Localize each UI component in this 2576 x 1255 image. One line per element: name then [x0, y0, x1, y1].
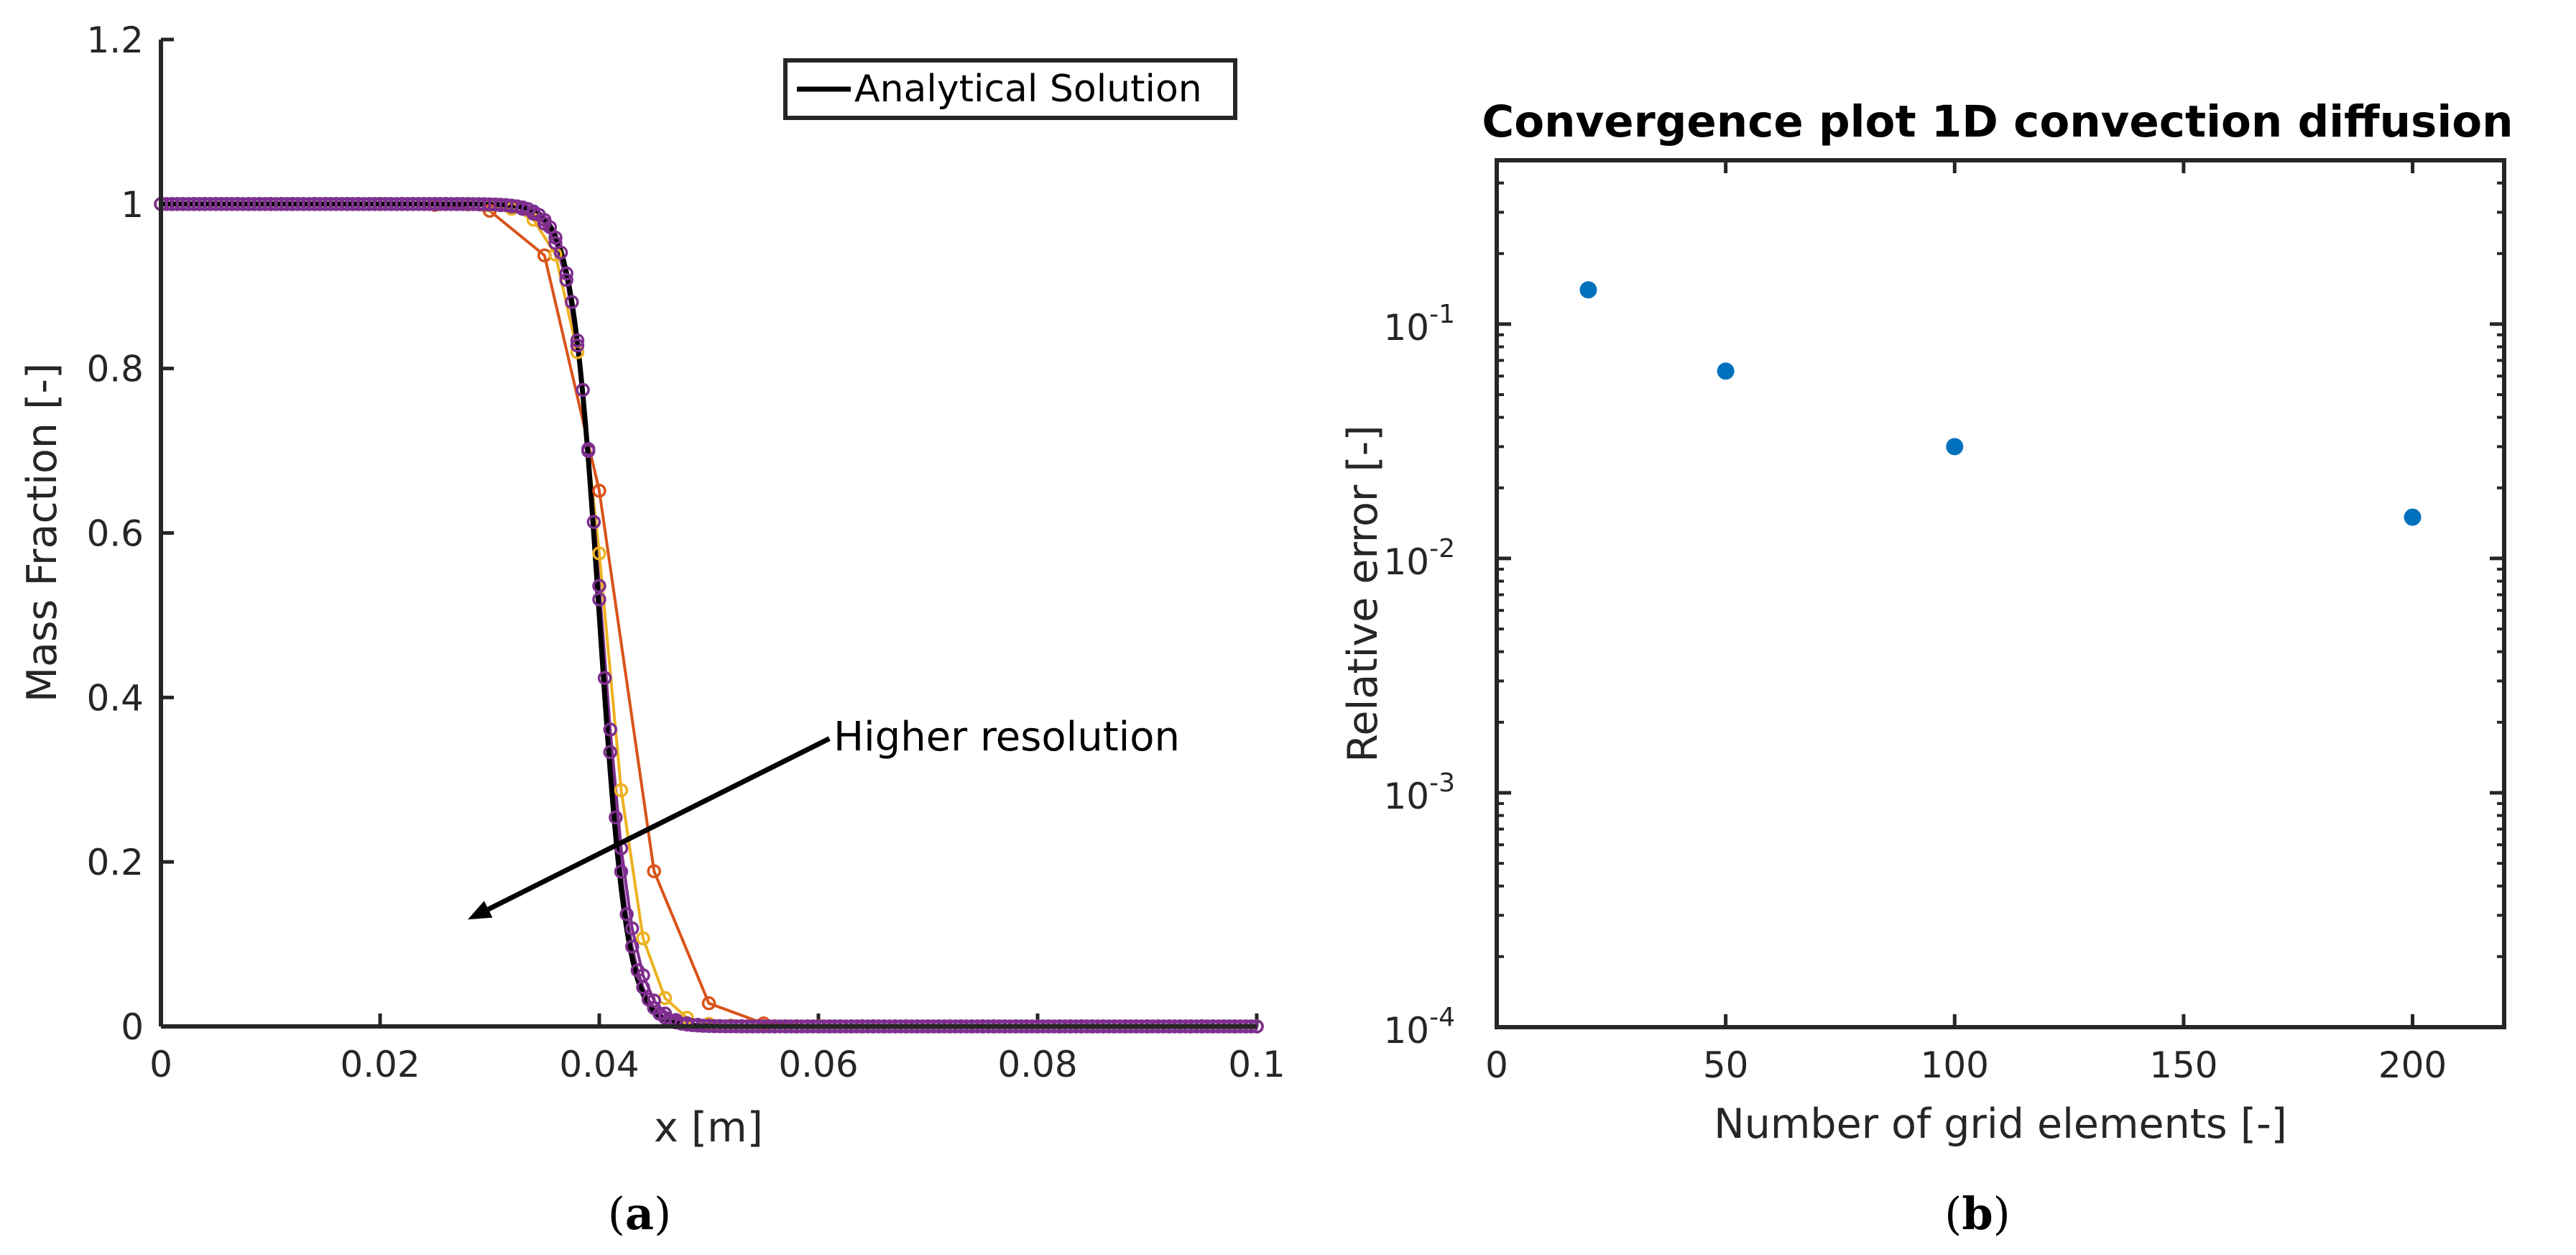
annotation-arrow-head	[468, 901, 493, 920]
panel-a-legend: Analytical Solution	[783, 58, 1237, 120]
panel-a-y-tick-label: 0.4	[86, 677, 144, 719]
series-point-200-elements	[586, 515, 601, 529]
series-point-100-elements	[559, 272, 573, 288]
panel-a-y-tick-label: 0.2	[86, 842, 144, 883]
series-point-100-elements	[647, 993, 661, 1008]
series-point-200-elements	[576, 382, 590, 397]
series-point-50-elements	[636, 931, 650, 946]
panel-a-mass-fraction-chart: 0 0.02 0.04 0.06 0.08 0.1 0 0.2 0.4 0.6 0.8 1 1.2 x …	[19, 19, 1285, 1240]
panel-b-y-tick-label: 10-1	[1383, 300, 1455, 349]
panel-b-letter: b	[1962, 1187, 1993, 1240]
panel-b-caption: (b)	[1944, 1187, 2011, 1240]
panel-a-y-tick-label: 0.6	[86, 513, 144, 555]
panel-b-x-axis-label: Number of grid elements [-]	[1714, 1100, 2287, 1148]
panel-b-y-tick-label: 10-4	[1383, 1003, 1455, 1052]
series-point-100-elements	[625, 921, 640, 936]
panel-a-y-tick-label: 1.2	[86, 19, 144, 61]
panel-b-y-axis-label: Relative error [-]	[1339, 425, 1387, 762]
series-point-200-elements	[548, 230, 563, 245]
series-point-20-elements	[592, 483, 606, 498]
annotation-arrow-line	[487, 736, 831, 912]
panel-b-x-tick-label: 100	[1921, 1044, 1989, 1086]
panel-a-x-tick-label: 0.08	[997, 1044, 1077, 1085]
panel-a-x-tick-label: 0.04	[559, 1044, 639, 1085]
series-point-200-elements	[597, 671, 612, 685]
scatter-point	[1579, 281, 1597, 299]
panel-b-y-tick-label: 10-3	[1383, 768, 1455, 817]
legend-label-analytical: Analytical Solution	[854, 68, 1202, 111]
panel-a-y-axis-label: Mass Fraction [-]	[19, 363, 66, 702]
panel-a-y-tick-label: 0.8	[86, 349, 144, 390]
series-point-50-elements	[592, 546, 606, 561]
panel-b-x-tick-label: 0	[1485, 1044, 1508, 1086]
series-point-200-elements	[609, 810, 623, 825]
series-line-100-elements	[161, 202, 1257, 1028]
panel-a-x-tick-label: 0.02	[340, 1044, 420, 1085]
series-line-200-elements	[161, 202, 1257, 1028]
panel-b-axes-box	[1495, 158, 2506, 1029]
series-point-100-elements	[603, 722, 617, 737]
series-point-200-elements	[614, 864, 629, 879]
panel-a-y-tick-label: 1	[121, 184, 144, 226]
series-point-200-elements	[543, 220, 558, 234]
series-point-200-elements	[581, 443, 596, 459]
series-point-100-elements	[570, 338, 585, 353]
panel-a-x-tick-label: 0.1	[1228, 1044, 1285, 1085]
series-point-200-elements	[630, 963, 645, 978]
panel-a-y-tick-label: 0	[121, 1006, 144, 1048]
panel-a-letter: a	[625, 1187, 654, 1240]
series-point-200-elements	[592, 592, 606, 607]
panel-b-convergence-chart: Convergence plot 1D convection diffusion…	[1339, 96, 2513, 1240]
series-line-50-elements	[161, 202, 1257, 1028]
series-point-200-elements	[553, 245, 568, 260]
series-point-200-elements	[636, 980, 650, 995]
series-point-200-elements	[565, 295, 579, 309]
scatter-point	[1717, 362, 1735, 380]
legend-box	[783, 58, 1237, 120]
series-point-200-elements	[619, 907, 634, 921]
panel-a-x-tick-label: 0	[149, 1044, 172, 1085]
scatter-point	[1946, 438, 1964, 456]
series-point-200-elements	[559, 266, 573, 281]
panel-b-title: Convergence plot 1D convection diffusion	[1482, 96, 2513, 147]
panel-b-x-tick-label: 150	[2149, 1044, 2217, 1086]
scatter-point	[2404, 508, 2422, 526]
series-point-20-elements	[701, 996, 716, 1011]
analytical-solution-line	[161, 201, 1257, 1029]
series-point-100-elements	[592, 579, 606, 593]
series-line-20-elements	[160, 202, 1257, 1028]
panel-b-x-tick-label: 200	[2378, 1044, 2447, 1086]
series-point-20-elements	[647, 864, 661, 878]
panel-a-annotation: Higher resolution	[468, 714, 1180, 920]
series-point-200-elements	[570, 333, 585, 348]
panel-a-x-tick-label: 0.06	[778, 1044, 858, 1085]
series-point-200-elements	[603, 745, 617, 760]
panel-a-caption: (a)	[608, 1187, 672, 1240]
series-point-200-elements	[625, 939, 640, 954]
panel-a-x-axis-label: x [m]	[654, 1104, 763, 1151]
annotation-text: Higher resolution	[834, 714, 1180, 760]
panel-b-y-tick-label: 10-2	[1383, 534, 1455, 583]
panel-b-x-tick-label: 50	[1703, 1044, 1749, 1086]
series-point-50-elements	[614, 783, 629, 798]
